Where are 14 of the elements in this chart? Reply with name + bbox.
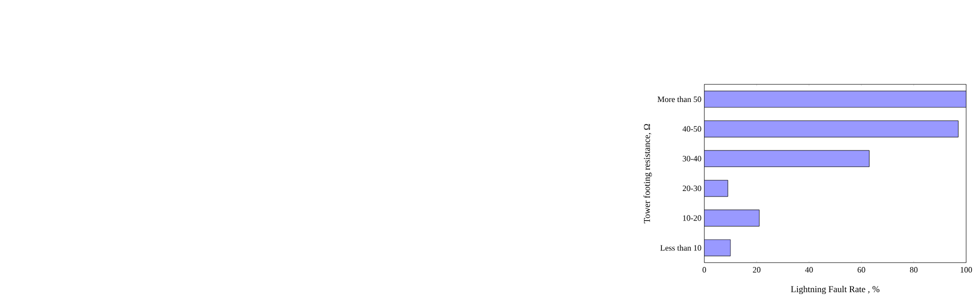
x-tick-label: 80 — [910, 267, 918, 273]
x-tick-label: 40 — [805, 267, 813, 273]
x-tick-label: 20 — [752, 267, 760, 273]
y-tick-label: 20-30 — [682, 186, 702, 192]
x-tick-label: 100 — [960, 267, 972, 273]
y-tick-label: 40-50 — [682, 126, 702, 132]
y-tick-label: 10-20 — [683, 215, 702, 221]
x-axis-title: Lightning Fault Rate , % — [790, 286, 880, 294]
y-axis-title: Tower footing resistance, Ω — [644, 124, 652, 224]
x-tick-label: 0 — [702, 267, 706, 273]
y-tick-label: 30-40 — [682, 156, 702, 162]
y-tick-label: More than 50 — [658, 96, 702, 102]
y-tick-label: Less than 10 — [660, 245, 702, 251]
x-tick-label: 60 — [858, 267, 866, 273]
